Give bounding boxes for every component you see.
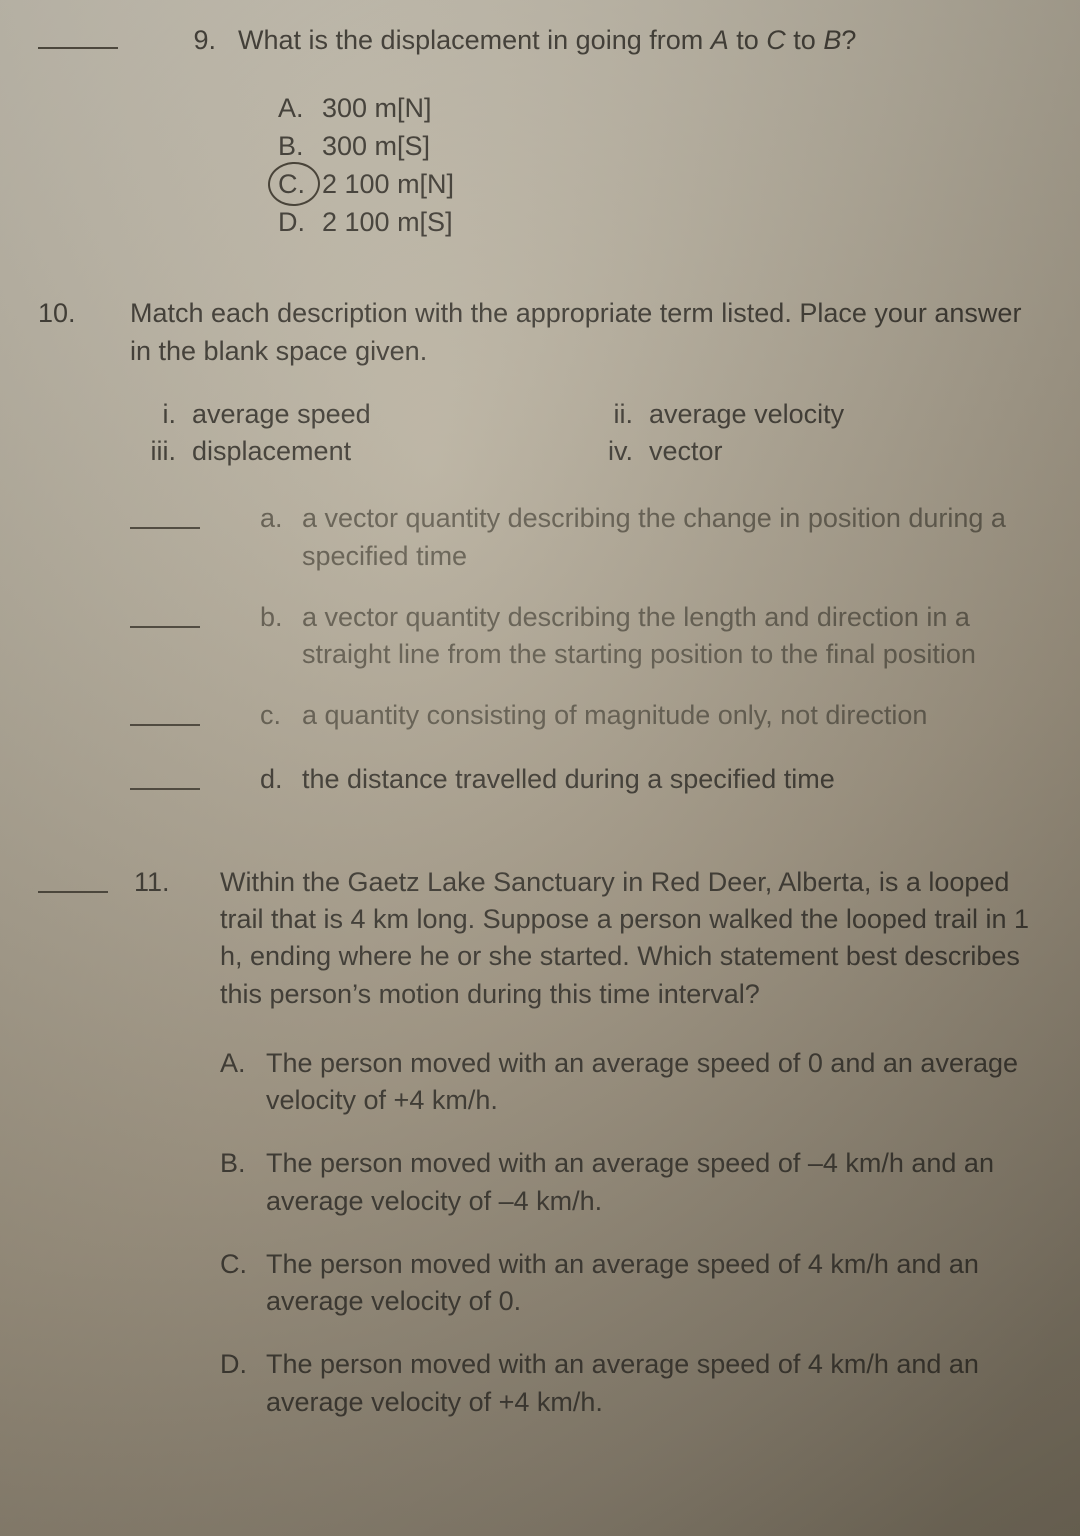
- terms-col-right: ii. average velocity iv. vector: [587, 396, 1044, 471]
- term-text: average speed: [192, 396, 371, 433]
- answer-blank-wrap: [130, 599, 260, 674]
- term-text: vector: [649, 433, 723, 470]
- q10-number-column: 10.: [38, 295, 130, 800]
- match-letter: c.: [260, 697, 302, 736]
- question-11: 11. Within the Gaetz Lake Sanctuary in R…: [38, 864, 1050, 1421]
- q9-choice[interactable]: D. 2 100 m[S]: [278, 203, 1050, 241]
- match-text: a vector quantity describing the length …: [302, 599, 1044, 674]
- choice-text: 2 100 m[S]: [322, 204, 453, 241]
- match-text: the distance travelled during a specifie…: [302, 761, 1044, 800]
- q9-choice[interactable]: A. 300 m[N]: [278, 89, 1050, 127]
- term-text: average velocity: [649, 396, 844, 433]
- q11-choice[interactable]: D. The person moved with an average spee…: [220, 1346, 1036, 1421]
- q10-stem: Match each description with the appropri…: [130, 295, 1044, 370]
- choice-text: The person moved with an average speed o…: [266, 1246, 1036, 1321]
- choice-letter: A.: [220, 1045, 266, 1120]
- q11-number-column: 11.: [134, 864, 220, 1421]
- choice-letter: B.: [220, 1145, 266, 1220]
- q11-stem: Within the Gaetz Lake Sanctuary in Red D…: [220, 864, 1036, 1013]
- q9-choice[interactable]: C. 2 100 m[N]: [278, 165, 1050, 203]
- stem-text: to: [729, 25, 767, 55]
- term-text: displacement: [192, 433, 351, 470]
- match-item: b. a vector quantity describing the leng…: [130, 599, 1044, 674]
- q9-stem: What is the displacement in going from A…: [238, 22, 1050, 59]
- q9-number-column: 9.: [38, 22, 238, 241]
- answer-blank[interactable]: [130, 699, 200, 726]
- answer-blank-wrap: [130, 761, 260, 800]
- q11-body: Within the Gaetz Lake Sanctuary in Red D…: [220, 864, 1050, 1421]
- match-text: a quantity consisting of magnitude only,…: [302, 697, 1044, 736]
- choice-letter-circled: C.: [278, 166, 322, 203]
- choice-letter: D.: [220, 1346, 266, 1421]
- match-letter: b.: [260, 599, 302, 674]
- q10-match-list: a. a vector quantity describing the chan…: [130, 500, 1044, 800]
- answer-blank[interactable]: [130, 502, 200, 529]
- q11-choices: A. The person moved with an average spee…: [220, 1045, 1036, 1421]
- term-roman: ii.: [587, 396, 649, 433]
- q10-body: Match each description with the appropri…: [130, 295, 1050, 800]
- choice-text: 300 m[N]: [322, 90, 432, 127]
- var-a: A: [711, 25, 729, 55]
- stem-text: to: [786, 25, 824, 55]
- q9-body: What is the displacement in going from A…: [238, 22, 1050, 241]
- match-letter: d.: [260, 761, 302, 800]
- q9-choice[interactable]: B. 300 m[S]: [278, 127, 1050, 165]
- answer-blank-wrap: [130, 500, 260, 575]
- match-text: a vector quantity describing the change …: [302, 500, 1044, 575]
- answer-blank[interactable]: [38, 866, 108, 893]
- q11-blank-column: [38, 864, 134, 1421]
- match-item: c. a quantity consisting of magnitude on…: [130, 697, 1044, 736]
- terms-col-left: i. average speed iii. displacement: [130, 396, 587, 471]
- term-row: ii. average velocity: [587, 396, 1044, 433]
- q11-choice[interactable]: A. The person moved with an average spee…: [220, 1045, 1036, 1120]
- question-9: 9. What is the displacement in going fro…: [38, 22, 1050, 241]
- q9-choices: A. 300 m[N] B. 300 m[S] C. 2 100 m[N] D.…: [278, 89, 1050, 241]
- term-row: iii. displacement: [130, 433, 587, 470]
- var-c: C: [766, 25, 786, 55]
- term-roman: i.: [130, 396, 192, 433]
- term-row: i. average speed: [130, 396, 587, 433]
- choice-letter: B.: [278, 128, 322, 165]
- answer-blank-wrap: [130, 697, 260, 736]
- var-b: B: [823, 25, 841, 55]
- choice-text: 2 100 m[N]: [322, 166, 454, 203]
- term-roman: iii.: [130, 433, 192, 470]
- question-10: 10. Match each description with the appr…: [38, 295, 1050, 800]
- q10-terms: i. average speed iii. displacement ii. a…: [130, 396, 1044, 471]
- question-number: 9.: [193, 22, 238, 241]
- term-roman: iv.: [587, 433, 649, 470]
- question-number: 10.: [38, 298, 76, 328]
- q11-choice[interactable]: C. The person moved with an average spee…: [220, 1246, 1036, 1321]
- choice-text: The person moved with an average speed o…: [266, 1045, 1036, 1120]
- match-item: d. the distance travelled during a speci…: [130, 761, 1044, 800]
- q11-choice[interactable]: B. The person moved with an average spee…: [220, 1145, 1036, 1220]
- question-number: 11.: [134, 867, 170, 897]
- choice-text: 300 m[S]: [322, 128, 430, 165]
- match-letter: a.: [260, 500, 302, 575]
- term-row: iv. vector: [587, 433, 1044, 470]
- answer-blank[interactable]: [130, 601, 200, 628]
- choice-letter: A.: [278, 90, 322, 127]
- answer-blank[interactable]: [130, 763, 200, 790]
- stem-text: What is the displacement in going from: [238, 25, 711, 55]
- match-item: a. a vector quantity describing the chan…: [130, 500, 1044, 575]
- answer-blank[interactable]: [38, 22, 118, 49]
- choice-letter: C.: [220, 1246, 266, 1321]
- choice-text: The person moved with an average speed o…: [266, 1145, 1036, 1220]
- choice-letter: D.: [278, 204, 322, 241]
- choice-text: The person moved with an average speed o…: [266, 1346, 1036, 1421]
- stem-text: ?: [841, 25, 856, 55]
